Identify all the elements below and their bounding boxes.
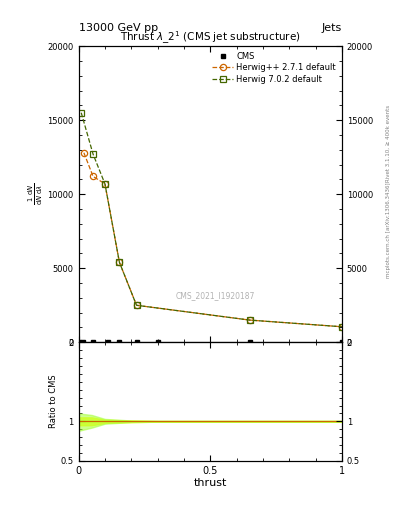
Herwig++ 2.7.1 default <box>117 259 122 265</box>
Herwig 7.0.2 default <box>79 110 84 116</box>
Herwig++ 2.7.1 default <box>248 317 252 323</box>
Herwig++ 2.7.1 default <box>81 150 86 156</box>
X-axis label: thrust: thrust <box>194 478 227 488</box>
Herwig++ 2.7.1 default <box>340 324 344 330</box>
Line: CMS: CMS <box>76 340 344 345</box>
CMS <box>105 339 110 346</box>
Herwig 7.0.2 default <box>134 302 139 308</box>
Text: 13000 GeV pp: 13000 GeV pp <box>79 23 158 33</box>
Herwig++ 2.7.1 default <box>134 302 139 308</box>
CMS <box>81 339 86 346</box>
CMS <box>155 339 160 346</box>
CMS <box>117 339 122 346</box>
Text: CMS_2021_I1920187: CMS_2021_I1920187 <box>176 291 255 300</box>
Herwig++ 2.7.1 default <box>103 181 107 187</box>
Herwig 7.0.2 default <box>91 151 95 157</box>
Text: Rivet 3.1.10, ≥ 400k events: Rivet 3.1.10, ≥ 400k events <box>386 105 391 182</box>
Y-axis label: Ratio to CMS: Ratio to CMS <box>49 375 58 429</box>
Herwig 7.0.2 default <box>117 259 122 265</box>
Herwig++ 2.7.1 default <box>91 174 95 180</box>
CMS <box>340 339 344 346</box>
Text: mcplots.cern.ch [arXiv:1306.3436]: mcplots.cern.ch [arXiv:1306.3436] <box>386 183 391 278</box>
Line: Herwig 7.0.2 default: Herwig 7.0.2 default <box>78 110 345 330</box>
Herwig 7.0.2 default <box>340 324 344 330</box>
Herwig 7.0.2 default <box>248 317 252 323</box>
CMS <box>248 339 252 346</box>
Legend: CMS, Herwig++ 2.7.1 default, Herwig 7.0.2 default: CMS, Herwig++ 2.7.1 default, Herwig 7.0.… <box>211 50 338 86</box>
CMS <box>91 339 95 346</box>
Text: Jets: Jets <box>321 23 342 33</box>
Line: Herwig++ 2.7.1 default: Herwig++ 2.7.1 default <box>81 150 345 330</box>
Title: Thrust $\lambda\_2^1$ (CMS jet substructure): Thrust $\lambda\_2^1$ (CMS jet substruct… <box>120 30 301 46</box>
CMS <box>76 339 81 346</box>
Herwig 7.0.2 default <box>103 181 107 187</box>
CMS <box>134 339 139 346</box>
Y-axis label: $\frac{1}{\mathrm{d}N}\frac{\mathrm{d}N}{\mathrm{d}\lambda}$: $\frac{1}{\mathrm{d}N}\frac{\mathrm{d}N}… <box>26 183 45 205</box>
